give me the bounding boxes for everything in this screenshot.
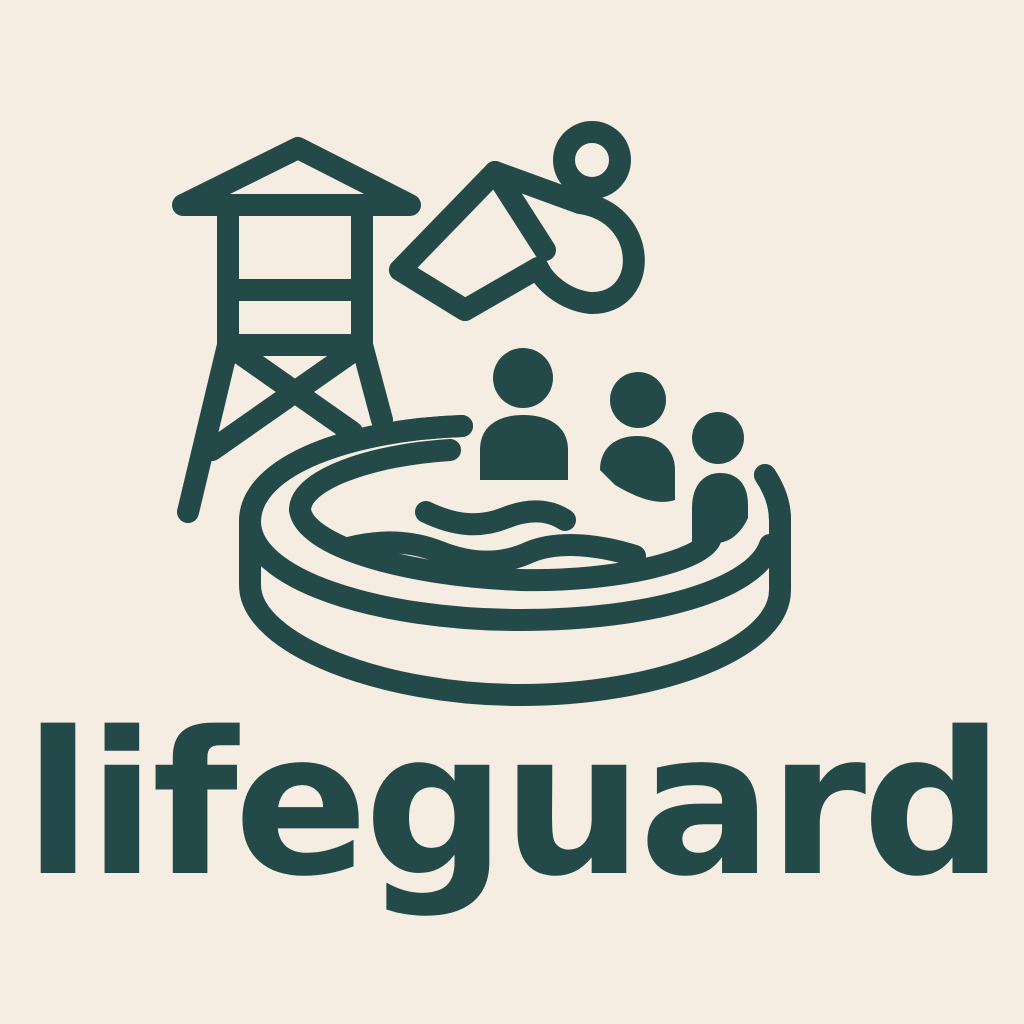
swimmer-body-1 (480, 415, 568, 480)
swimmer-head-2 (610, 372, 666, 428)
lifeguard-tower-icon (172, 137, 421, 523)
swimmer-body-3 (692, 473, 748, 543)
brand-wordmark: lifeguard (24, 689, 1004, 920)
swimmer-head-1 (493, 348, 553, 408)
swimmer-body-2 (600, 436, 675, 502)
whistle-icon (389, 121, 645, 321)
pool-icon (238, 415, 791, 706)
swimmer-head-3 (692, 412, 744, 464)
water-wave-icon (337, 500, 646, 573)
swimmers-icon (480, 348, 748, 543)
